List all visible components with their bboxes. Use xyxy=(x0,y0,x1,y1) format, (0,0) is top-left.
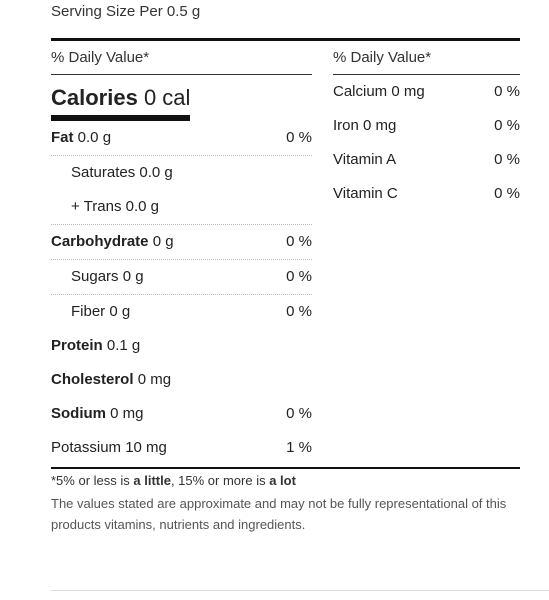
nutrient-label: Fiber 0 g xyxy=(71,303,131,320)
nutrient-row-cholesterol: Cholesterol 0 mg xyxy=(51,363,312,397)
vitamin-percent: 0 % xyxy=(494,117,520,134)
nutrient-label: Potassium 10 mg xyxy=(51,439,167,456)
nutrient-row-protein: Protein 0.1 g xyxy=(51,329,312,363)
nutrient-row-saturates: Saturates 0.0 g xyxy=(51,156,312,190)
calories: Calories 0 cal xyxy=(51,83,191,121)
nutrient-label: Sodium xyxy=(51,405,106,422)
footnote-lot: a lot xyxy=(269,473,296,488)
top-rule xyxy=(51,38,520,41)
nutrient-percent: 1 % xyxy=(286,439,312,456)
nutrient-row-trans: + Trans 0.0 g xyxy=(51,190,312,225)
footnote-prefix: *5% or less is xyxy=(51,473,134,488)
vitamin-label: Calcium 0 mg xyxy=(333,83,425,100)
vitamin-label: Vitamin A xyxy=(333,151,397,168)
vitamin-percent: 0 % xyxy=(494,83,520,100)
vitamin-row-calcium: Calcium 0 mg 0 % xyxy=(333,75,520,109)
nutrient-value: 0.1 g xyxy=(106,337,141,354)
nutrient-row-sodium: Sodium 0 mg 0 % xyxy=(51,397,312,431)
vitamin-row-vitamin-a: Vitamin A 0 % xyxy=(333,143,520,177)
vitamin-row-vitamin-c: Vitamin C 0 % xyxy=(333,177,520,211)
daily-value-footnote: *5% or less is a little, 15% or more is … xyxy=(51,473,296,488)
nutrient-label: Sugars 0 g xyxy=(71,268,144,285)
nutrient-label: Fat xyxy=(51,129,74,146)
nutrient-row-sugars: Sugars 0 g 0 % xyxy=(51,260,312,295)
disclaimer: The values stated are approximate and ma… xyxy=(51,496,507,532)
nutrient-value: 0 g xyxy=(152,233,174,250)
bottom-rule xyxy=(51,467,520,469)
nutrient-label: Cholesterol xyxy=(51,371,134,388)
vitamin-label: Vitamin C xyxy=(333,185,398,202)
divider xyxy=(51,590,549,591)
nutrient-percent: 0 % xyxy=(286,129,312,146)
nutrient-row-carbohydrate: Carbohydrate 0 g 0 % xyxy=(51,225,312,260)
nutrient-label: + Trans 0.0 g xyxy=(71,198,159,215)
nutrient-label: Protein xyxy=(51,337,103,354)
calories-value: 0 cal xyxy=(143,85,191,110)
daily-value-header: % Daily Value* xyxy=(333,49,432,66)
nutrition-panel-right: % Daily Value* Calcium 0 mg 0 % Iron 0 m… xyxy=(333,38,520,211)
nutrient-row-fat: Fat 0.0 g 0 % xyxy=(51,121,312,156)
footnote-middle: , 15% or more is xyxy=(170,473,270,488)
nutrient-percent: 0 % xyxy=(286,303,312,320)
nutrient-percent: 0 % xyxy=(286,233,312,250)
nutrient-label: Carbohydrate xyxy=(51,233,149,250)
vitamin-label: Iron 0 mg xyxy=(333,117,397,134)
nutrient-label: Saturates 0.0 g xyxy=(71,164,173,181)
vitamin-percent: 0 % xyxy=(494,151,520,168)
nutrient-percent: 0 % xyxy=(286,405,312,422)
daily-value-header: % Daily Value* xyxy=(51,38,312,75)
footnote-little: a little xyxy=(133,473,171,488)
calories-label: Calories xyxy=(51,85,138,110)
nutrition-panel-left: % Daily Value* Calories 0 cal Fat 0.0 g … xyxy=(51,38,312,465)
vitamin-row-iron: Iron 0 mg 0 % xyxy=(333,109,520,143)
vitamin-percent: 0 % xyxy=(494,185,520,202)
nutrient-value: 0.0 g xyxy=(77,129,112,146)
nutrient-value: 0 mg xyxy=(110,405,144,422)
nutrient-percent: 0 % xyxy=(286,268,312,285)
nutrient-row-fiber: Fiber 0 g 0 % xyxy=(51,295,312,329)
nutrient-row-potassium: Potassium 10 mg 1 % xyxy=(51,431,312,465)
nutrient-value: 0 mg xyxy=(137,371,172,388)
serving-size: Serving Size Per 0.5 g xyxy=(51,3,201,20)
